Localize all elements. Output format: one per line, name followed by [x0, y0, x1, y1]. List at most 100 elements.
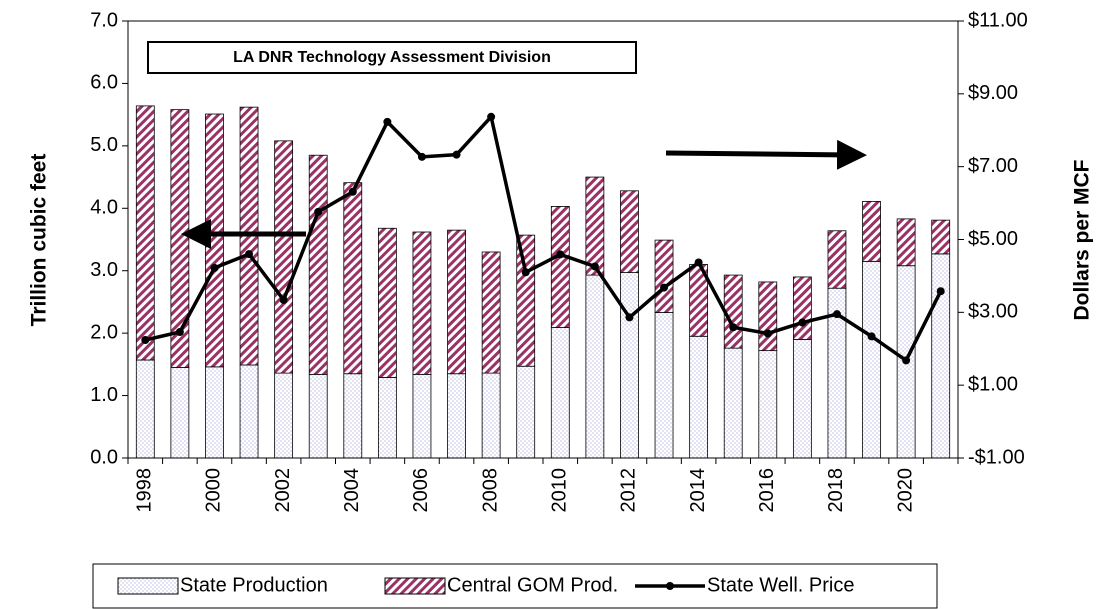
y2-tick-label: $9.00 — [968, 82, 1018, 104]
line-marker — [141, 336, 150, 345]
line-marker — [936, 287, 945, 296]
x-tick-label: 1998 — [134, 468, 156, 513]
legend-label: State Production — [180, 574, 328, 596]
legend-label: State Well. Price — [707, 574, 854, 596]
y-tick-label: 7.0 — [90, 9, 118, 31]
x-tick-label: 2002 — [272, 468, 294, 513]
line-marker — [902, 356, 911, 365]
bar — [792, 338, 812, 459]
x-tick-label: 2014 — [687, 468, 709, 513]
bar — [447, 373, 466, 459]
bar — [654, 312, 674, 459]
line-marker — [279, 295, 288, 304]
line-marker — [521, 268, 530, 277]
x-tick-label: 2010 — [549, 468, 571, 513]
legend — [92, 563, 938, 609]
bar — [620, 272, 639, 459]
right-axis-arrow — [665, 139, 867, 170]
x-tick-label: 2000 — [203, 468, 225, 513]
bar — [308, 154, 328, 375]
line-marker — [660, 283, 669, 292]
x-tick-label: 2012 — [618, 468, 640, 513]
bar — [689, 335, 709, 459]
line-marker — [383, 117, 392, 126]
bar — [550, 327, 570, 459]
bar — [862, 201, 881, 262]
y-tick-label: 5.0 — [90, 134, 118, 156]
bar — [585, 274, 605, 459]
line-marker — [625, 313, 634, 322]
y-axis-title: Trillion cubic feet — [28, 154, 51, 327]
bar — [723, 274, 743, 349]
line-marker — [210, 263, 219, 272]
bar — [620, 190, 639, 273]
line-marker — [314, 207, 323, 216]
bar — [931, 219, 951, 255]
bar — [274, 140, 294, 374]
line-marker — [832, 310, 841, 319]
bar — [412, 231, 432, 375]
bar — [135, 359, 155, 459]
y-tick-label: 4.0 — [90, 197, 118, 219]
bar — [343, 182, 363, 375]
legend-label: Central GOM Prod. — [447, 574, 618, 596]
bar — [931, 253, 951, 459]
legend-swatch-marker — [666, 582, 674, 590]
line-marker — [487, 112, 496, 121]
bar — [896, 218, 916, 267]
line-marker — [729, 323, 738, 332]
line — [144, 113, 943, 363]
line-marker — [417, 152, 426, 161]
bar — [135, 105, 155, 361]
bar — [550, 206, 570, 328]
plot-area — [135, 105, 951, 459]
y-tick-label: 0.0 — [90, 446, 118, 468]
y2-axis-title: Dollars per MCF — [1071, 159, 1094, 320]
x-tick-label: 2006 — [410, 468, 432, 513]
bar — [862, 260, 881, 459]
y-tick-label: 6.0 — [90, 72, 118, 94]
bar — [758, 281, 778, 352]
bar — [205, 113, 224, 368]
bar — [481, 372, 501, 459]
y2-tick-label: -$1.00 — [968, 446, 1025, 468]
y2-tick-label: $11.00 — [968, 9, 1028, 31]
line-marker — [867, 332, 876, 341]
bar — [170, 367, 190, 459]
y2-tick-label: $1.00 — [968, 373, 1018, 395]
legend-swatch — [384, 577, 446, 595]
y2-tick-label: $5.00 — [968, 228, 1018, 250]
bar — [516, 234, 536, 367]
x-tick-label: 2008 — [479, 468, 501, 513]
x-tick-label: 2018 — [825, 468, 847, 513]
bar — [654, 239, 674, 313]
chart-title: LA DNR Technology Assessment Division — [233, 49, 551, 66]
x-tick-label: 2004 — [341, 468, 363, 513]
line-marker — [763, 329, 772, 338]
x-tick-label: 2016 — [756, 468, 778, 513]
line-marker — [175, 327, 184, 336]
x-tick-label: 2020 — [894, 468, 916, 513]
bar — [447, 229, 466, 375]
line-marker — [798, 318, 807, 327]
bar — [585, 176, 605, 276]
bar — [723, 347, 743, 459]
y2-tick-label: $3.00 — [968, 301, 1018, 323]
bar — [516, 365, 536, 459]
bar — [827, 230, 847, 289]
bar — [377, 227, 397, 378]
bar — [412, 373, 432, 459]
line-marker — [452, 150, 461, 159]
y-tick-label: 3.0 — [90, 259, 118, 281]
y2-tick-label: $7.00 — [968, 155, 1018, 177]
y-tick-label: 1.0 — [90, 384, 118, 406]
bar — [343, 373, 363, 459]
bar — [792, 276, 812, 340]
bar — [308, 373, 328, 459]
line-marker — [694, 258, 703, 267]
bar — [377, 377, 397, 459]
bar — [481, 251, 501, 374]
title-box — [147, 41, 637, 74]
legend-swatch — [117, 577, 179, 595]
bar — [274, 372, 294, 459]
